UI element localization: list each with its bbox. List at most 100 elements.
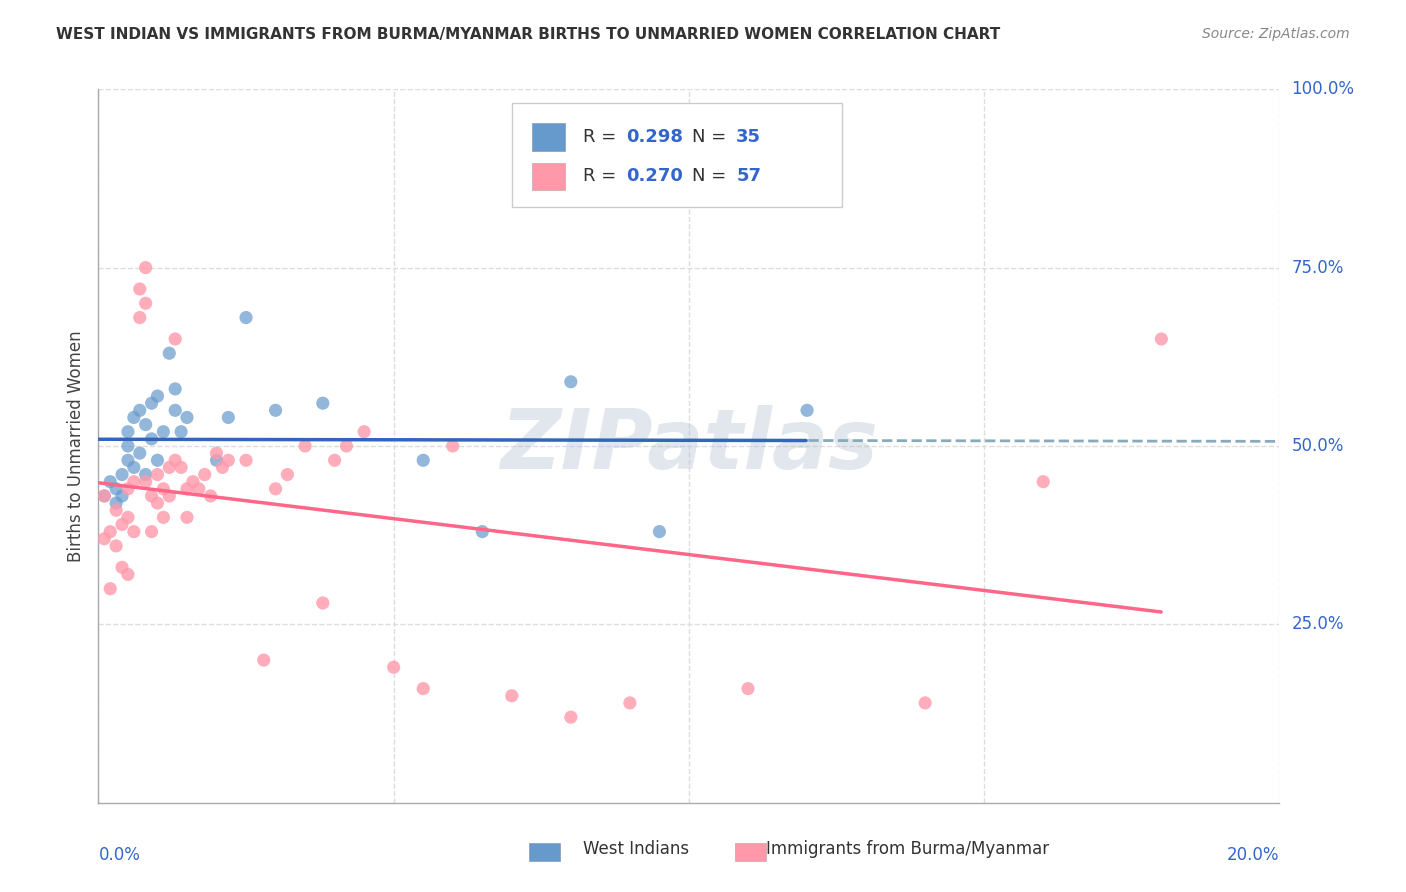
Point xyxy=(312,396,335,410)
Point xyxy=(353,425,375,439)
Text: Source: ZipAtlas.com: Source: ZipAtlas.com xyxy=(1202,27,1350,41)
Point xyxy=(194,467,217,482)
Point xyxy=(1150,332,1173,346)
Point xyxy=(105,496,128,510)
Point xyxy=(122,410,145,425)
Point xyxy=(117,439,139,453)
Point xyxy=(105,503,128,517)
Point xyxy=(146,496,169,510)
Point xyxy=(157,346,180,360)
Point xyxy=(312,596,335,610)
Point xyxy=(165,332,187,346)
Point xyxy=(157,460,180,475)
Point xyxy=(211,460,233,475)
Point xyxy=(117,567,139,582)
Point xyxy=(128,282,150,296)
Point xyxy=(170,460,193,475)
Point xyxy=(141,524,163,539)
Point xyxy=(181,475,204,489)
Point xyxy=(1032,475,1054,489)
Point xyxy=(200,489,222,503)
Point xyxy=(111,489,134,503)
Text: 20.0%: 20.0% xyxy=(1227,846,1279,863)
FancyBboxPatch shape xyxy=(531,162,565,190)
Point xyxy=(187,482,209,496)
Point xyxy=(93,489,115,503)
Point xyxy=(737,681,759,696)
Text: R =: R = xyxy=(582,128,621,146)
Text: N =: N = xyxy=(693,168,733,186)
Text: R =: R = xyxy=(582,168,621,186)
Point xyxy=(412,453,434,467)
Text: 57: 57 xyxy=(737,168,761,186)
Point xyxy=(128,446,150,460)
Point xyxy=(217,453,239,467)
Point xyxy=(135,475,157,489)
Point xyxy=(253,653,276,667)
Text: 100.0%: 100.0% xyxy=(1291,80,1354,98)
Point xyxy=(157,489,180,503)
Point xyxy=(146,389,169,403)
Point xyxy=(128,310,150,325)
FancyBboxPatch shape xyxy=(512,103,842,207)
Text: West Indians: West Indians xyxy=(583,840,689,858)
Text: 0.270: 0.270 xyxy=(626,168,683,186)
Point xyxy=(152,510,174,524)
Point xyxy=(152,482,174,496)
Point xyxy=(146,453,169,467)
Point xyxy=(335,439,357,453)
Point xyxy=(796,403,818,417)
Text: 0.0%: 0.0% xyxy=(98,846,141,863)
Point xyxy=(170,425,193,439)
Text: Immigrants from Burma/Myanmar: Immigrants from Burma/Myanmar xyxy=(766,840,1049,858)
Point xyxy=(141,489,163,503)
Point xyxy=(471,524,494,539)
Point xyxy=(323,453,346,467)
Text: ZIPatlas: ZIPatlas xyxy=(501,406,877,486)
Point xyxy=(382,660,405,674)
Text: 75.0%: 75.0% xyxy=(1291,259,1344,277)
Point xyxy=(264,403,287,417)
Point xyxy=(152,425,174,439)
Point xyxy=(98,524,121,539)
Point xyxy=(560,375,582,389)
Point xyxy=(141,396,163,410)
Point xyxy=(111,467,134,482)
Text: 25.0%: 25.0% xyxy=(1291,615,1344,633)
Text: 35: 35 xyxy=(737,128,761,146)
Text: WEST INDIAN VS IMMIGRANTS FROM BURMA/MYANMAR BIRTHS TO UNMARRIED WOMEN CORRELATI: WEST INDIAN VS IMMIGRANTS FROM BURMA/MYA… xyxy=(56,27,1001,42)
Point xyxy=(122,475,145,489)
Point xyxy=(111,560,134,574)
Point xyxy=(98,582,121,596)
Point xyxy=(235,453,257,467)
Point xyxy=(135,260,157,275)
Point xyxy=(111,517,134,532)
Point xyxy=(276,467,298,482)
Text: N =: N = xyxy=(693,128,733,146)
Point xyxy=(264,482,287,496)
Point xyxy=(135,417,157,432)
Point xyxy=(117,425,139,439)
Text: 0.298: 0.298 xyxy=(626,128,683,146)
Point xyxy=(165,453,187,467)
Point xyxy=(176,410,198,425)
Point xyxy=(135,296,157,310)
Point xyxy=(117,453,139,467)
Point xyxy=(412,681,434,696)
Point xyxy=(205,453,228,467)
Point xyxy=(619,696,641,710)
Point xyxy=(176,482,198,496)
Point xyxy=(122,460,145,475)
Point xyxy=(146,467,169,482)
Point xyxy=(141,432,163,446)
Point xyxy=(560,710,582,724)
FancyBboxPatch shape xyxy=(531,123,565,151)
Point xyxy=(176,510,198,524)
Point xyxy=(235,310,257,325)
Point xyxy=(105,482,128,496)
Y-axis label: Births to Unmarried Women: Births to Unmarried Women xyxy=(66,330,84,562)
Point xyxy=(294,439,316,453)
Point xyxy=(165,403,187,417)
Point xyxy=(117,510,139,524)
Point xyxy=(98,475,121,489)
